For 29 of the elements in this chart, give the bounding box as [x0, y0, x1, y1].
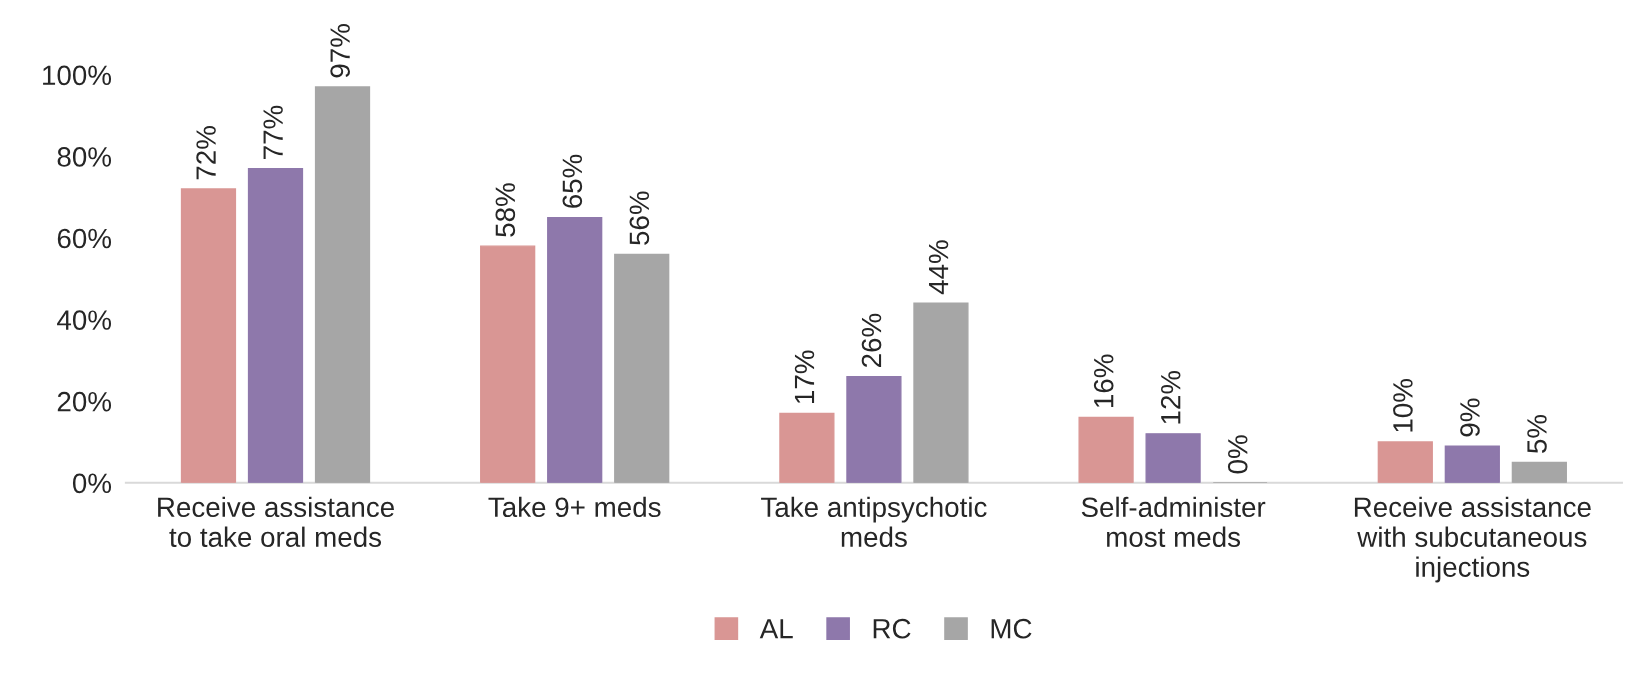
y-tick-label: 100% — [43, 65, 112, 86]
data-label: 77% — [263, 105, 283, 159]
data-label: 17% — [794, 350, 815, 403]
data-label: 72% — [196, 126, 216, 180]
legend-label: AL — [759, 619, 793, 639]
data-label: 0% — [1227, 435, 1248, 474]
data-label: 5% — [1527, 414, 1547, 453]
x-tick-label: Receive assistance with subcutaneous injections — [1354, 496, 1591, 583]
y-tick-label: 60% — [57, 228, 112, 249]
data-label: 44% — [928, 240, 949, 295]
data-label: 58% — [495, 183, 516, 237]
data-label: 26% — [861, 313, 882, 367]
data-label: 9% — [1460, 398, 1480, 437]
x-tick-label: Receive assistance to take oral meds — [158, 496, 394, 548]
legend-label: RC — [873, 618, 911, 639]
data-label: 97% — [330, 24, 350, 78]
y-tick-label: 0% — [72, 473, 112, 494]
y-tick-label: 80% — [57, 147, 112, 167]
data-label: 56% — [629, 191, 650, 245]
data-label: 12% — [1160, 370, 1181, 424]
y-tick-label: 40% — [57, 310, 112, 330]
x-tick-label: Self-administer most meds — [1081, 496, 1266, 548]
legend-label: MC — [991, 618, 1032, 639]
data-label: 16% — [1093, 354, 1114, 408]
data-label: 65% — [562, 154, 583, 208]
x-tick-label: Take antipsychotic meds — [761, 496, 987, 548]
x-tick-label: Take 9+ meds — [488, 496, 661, 518]
data-label: 10% — [1393, 379, 1413, 432]
y-tick-label: 20% — [57, 391, 112, 412]
